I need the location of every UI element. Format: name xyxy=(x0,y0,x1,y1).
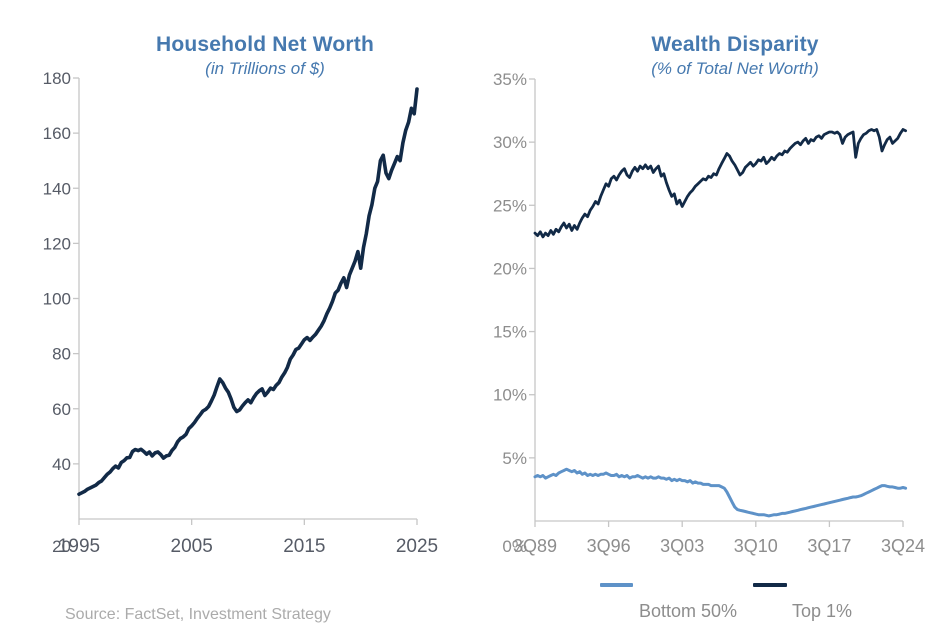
household-net-worth-subtitle: (in Trillions of $) xyxy=(205,59,325,78)
svg-text:3Q96: 3Q96 xyxy=(587,536,631,556)
svg-text:2025: 2025 xyxy=(396,536,438,557)
svg-text:140: 140 xyxy=(43,179,71,198)
svg-text:3Q24: 3Q24 xyxy=(881,536,925,556)
svg-text:3Q03: 3Q03 xyxy=(660,536,704,556)
household-net-worth-title: Household Net Worth xyxy=(155,33,375,56)
svg-text:3Q17: 3Q17 xyxy=(807,536,851,556)
svg-text:20: 20 xyxy=(52,537,71,556)
svg-text:120: 120 xyxy=(43,234,71,253)
svg-text:5%: 5% xyxy=(502,449,527,468)
svg-text:35%: 35% xyxy=(493,70,527,89)
svg-text:25%: 25% xyxy=(493,196,527,215)
legend-swatch-bottom-50 xyxy=(600,583,633,587)
svg-text:2015: 2015 xyxy=(283,536,325,557)
svg-text:30%: 30% xyxy=(493,133,527,152)
svg-text:3Q89: 3Q89 xyxy=(513,536,557,556)
wealth-disparity-subtitle: (% of Total Net Worth) xyxy=(651,59,819,78)
wealth-disparity-plot: 35% 30% 25% 20% 15% 10% 5% 0%3Q89 3Q96 3Q03 3Q10 3Q… xyxy=(493,70,925,556)
legend-label-top-1: Top 1% xyxy=(791,601,853,621)
svg-text:80: 80 xyxy=(52,345,71,364)
legend-label-bottom-50: Bottom 50% xyxy=(638,601,738,621)
svg-text:20%: 20% xyxy=(493,259,527,278)
source-note: Source: FactSet, Investment Strategy xyxy=(65,606,331,623)
svg-text:100: 100 xyxy=(43,290,71,309)
svg-text:180: 180 xyxy=(43,69,71,88)
svg-text:1995: 1995 xyxy=(58,536,100,557)
legend-swatch-top-1 xyxy=(753,583,787,587)
wealth-disparity-title: Wealth Disparity xyxy=(651,33,819,56)
svg-text:40: 40 xyxy=(52,455,71,474)
svg-text:60: 60 xyxy=(52,400,71,419)
svg-text:0%: 0% xyxy=(502,537,527,556)
svg-text:160: 160 xyxy=(43,124,71,143)
svg-text:3Q10: 3Q10 xyxy=(734,536,778,556)
svg-text:2005: 2005 xyxy=(171,536,213,557)
svg-text:10%: 10% xyxy=(493,386,527,405)
svg-text:15%: 15% xyxy=(493,323,527,342)
